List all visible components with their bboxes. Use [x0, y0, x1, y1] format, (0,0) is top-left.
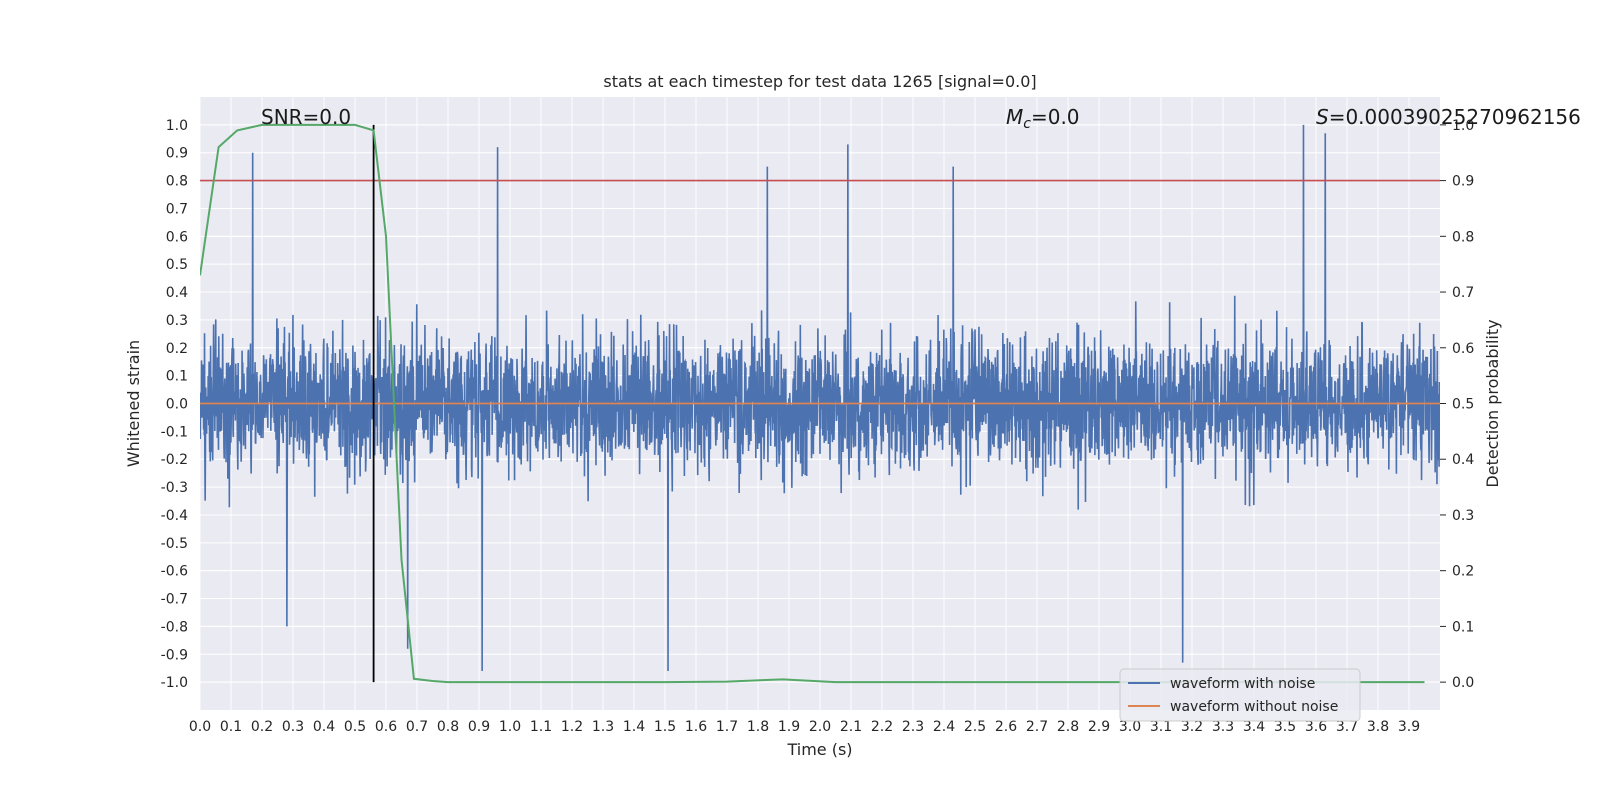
- series-waveform-with-noise: [200, 124, 1440, 671]
- x-tick-label: 2.2: [871, 719, 893, 735]
- legend-box: [1119, 668, 1361, 722]
- y-right-tick-label: 0.9: [1452, 174, 1474, 190]
- x-tick-label: 0.4: [313, 719, 335, 735]
- y-axis-left-label: Whitened strain: [124, 340, 143, 467]
- detection-probability-line: [200, 123, 1425, 684]
- y-right-tick-label: 0.2: [1452, 564, 1474, 580]
- x-tick-label: 2.7: [1026, 719, 1048, 735]
- mc-value: =0.0: [1031, 105, 1080, 129]
- x-tick-label: 3.0: [1119, 719, 1141, 735]
- x-tick-label: 1.4: [623, 719, 645, 735]
- y-left-tick-label: 0.0: [166, 397, 188, 413]
- x-tick-label: 3.2: [1181, 719, 1203, 735]
- y-left-tick-label: 0.8: [166, 174, 188, 190]
- s-symbol: S: [1316, 105, 1329, 129]
- y-left-tick-label: -0.4: [161, 508, 188, 524]
- x-tick-label: 1.8: [747, 719, 769, 735]
- x-tick-label: 1.1: [530, 719, 552, 735]
- y-right-tick-label: 0.5: [1452, 397, 1474, 413]
- y-left-tick-label: -0.2: [161, 452, 188, 468]
- x-tick-label: 0.8: [437, 719, 459, 735]
- y-right-tick-label: 0.6: [1452, 341, 1474, 357]
- y-left-tick-label: -0.1: [161, 424, 188, 440]
- x-tick-label: 2.1: [840, 719, 862, 735]
- x-tick-label: 2.0: [809, 719, 831, 735]
- x-tick-label: 3.8: [1367, 719, 1389, 735]
- y-left-tick-label: 0.5: [166, 257, 188, 273]
- chart-title: stats at each timestep for test data 126…: [603, 72, 1036, 91]
- y-left-tick-label: -0.5: [161, 536, 188, 552]
- x-tick-label: 0.1: [220, 719, 242, 735]
- x-tick-label: 1.6: [685, 719, 707, 735]
- y-right-tick-label: 0.3: [1452, 508, 1474, 524]
- score-annotation: S=0.00039025270962156: [1316, 105, 1581, 129]
- x-tick-label: 0.0: [189, 719, 211, 735]
- x-axis-label: Time (s): [786, 740, 852, 759]
- series-detection-probability: [200, 123, 1425, 684]
- x-axis-ticks: 0.0 0.1 0.2 0.3 0.4 0.5 0.6 0.7 0.8 0.9 1.0 1.1 1.2 1…: [189, 719, 1420, 735]
- legend: waveform with noise waveform without noi…: [1119, 668, 1361, 722]
- y-left-tick-label: -0.3: [161, 480, 188, 496]
- x-tick-label: 0.2: [251, 719, 273, 735]
- y-left-tick-label: 0.3: [166, 313, 188, 329]
- x-tick-label: 3.3: [1212, 719, 1234, 735]
- x-tick-label: 3.7: [1336, 719, 1358, 735]
- y-left-tick-label: -0.9: [161, 647, 188, 663]
- y-left-tick-label: 0.4: [166, 285, 188, 301]
- y-left-tick-label: 0.9: [166, 146, 188, 162]
- y-left-tick-label: 0.7: [166, 201, 188, 217]
- x-tick-label: 3.6: [1305, 719, 1327, 735]
- x-tick-label: 1.2: [561, 719, 583, 735]
- y-left-tick-label: 0.2: [166, 341, 188, 357]
- legend-label-waveform-with-noise: waveform with noise: [1170, 676, 1315, 692]
- x-tick-label: 0.6: [375, 719, 397, 735]
- y-right-tick-label: 0.4: [1452, 452, 1474, 468]
- x-tick-label: 3.9: [1398, 719, 1420, 735]
- y-left-tick-label: -0.8: [161, 619, 188, 635]
- y-right-tick-label: 1.0: [1452, 118, 1474, 134]
- y-left-tick-label: 0.1: [166, 369, 188, 385]
- snr-annotation: SNR=0.0: [261, 105, 351, 129]
- y-left-tick-label: 1.0: [166, 118, 188, 134]
- y-axis-right-ticks: 1.0 0.9 0.8 0.7 0.6 0.5 0.4 0.3 0.2 0.1 0.0: [1440, 118, 1474, 691]
- x-tick-label: 2.9: [1088, 719, 1110, 735]
- x-tick-label: 2.4: [933, 719, 955, 735]
- x-tick-label: 3.5: [1274, 719, 1296, 735]
- y-right-tick-label: 0.7: [1452, 285, 1474, 301]
- x-tick-label: 0.5: [344, 719, 366, 735]
- x-tick-label: 2.3: [902, 719, 924, 735]
- mc-symbol: M: [1006, 105, 1023, 129]
- x-tick-label: 0.9: [468, 719, 490, 735]
- chirp-mass-annotation: Mc=0.0: [1006, 105, 1080, 132]
- s-value: =0.00039025270962156: [1329, 105, 1581, 129]
- legend-label-waveform-without-noise: waveform without noise: [1170, 699, 1338, 715]
- x-tick-label: 1.0: [499, 719, 521, 735]
- y-left-tick-label: 0.6: [166, 229, 188, 245]
- y-right-tick-label: 0.1: [1452, 619, 1474, 635]
- y-left-tick-label: -1.0: [161, 675, 188, 691]
- y-axis-left-ticks: 1.0 0.9 0.8 0.7 0.6 0.5 0.4 0.3 0.2 0.1 0.0 -0.1 -0.…: [161, 118, 188, 691]
- x-tick-label: 3.4: [1243, 719, 1265, 735]
- x-tick-label: 0.7: [406, 719, 428, 735]
- x-tick-label: 0.3: [282, 719, 304, 735]
- x-tick-label: 1.7: [716, 719, 738, 735]
- y-right-tick-label: 0.0: [1452, 675, 1474, 691]
- x-tick-label: 2.5: [964, 719, 986, 735]
- y-axis-right-label: Detection probability: [1483, 319, 1502, 487]
- y-left-tick-label: -0.7: [161, 592, 188, 608]
- x-tick-label: 3.1: [1150, 719, 1172, 735]
- x-tick-label: 1.9: [778, 719, 800, 735]
- x-tick-label: 2.6: [995, 719, 1017, 735]
- x-tick-label: 2.8: [1057, 719, 1079, 735]
- x-tick-label: 1.5: [654, 719, 676, 735]
- y-right-tick-label: 0.8: [1452, 229, 1474, 245]
- y-left-tick-label: -0.6: [161, 564, 188, 580]
- noise-waveform-line: [200, 124, 1440, 671]
- mc-subscript: c: [1023, 116, 1031, 132]
- x-tick-label: 1.3: [592, 719, 614, 735]
